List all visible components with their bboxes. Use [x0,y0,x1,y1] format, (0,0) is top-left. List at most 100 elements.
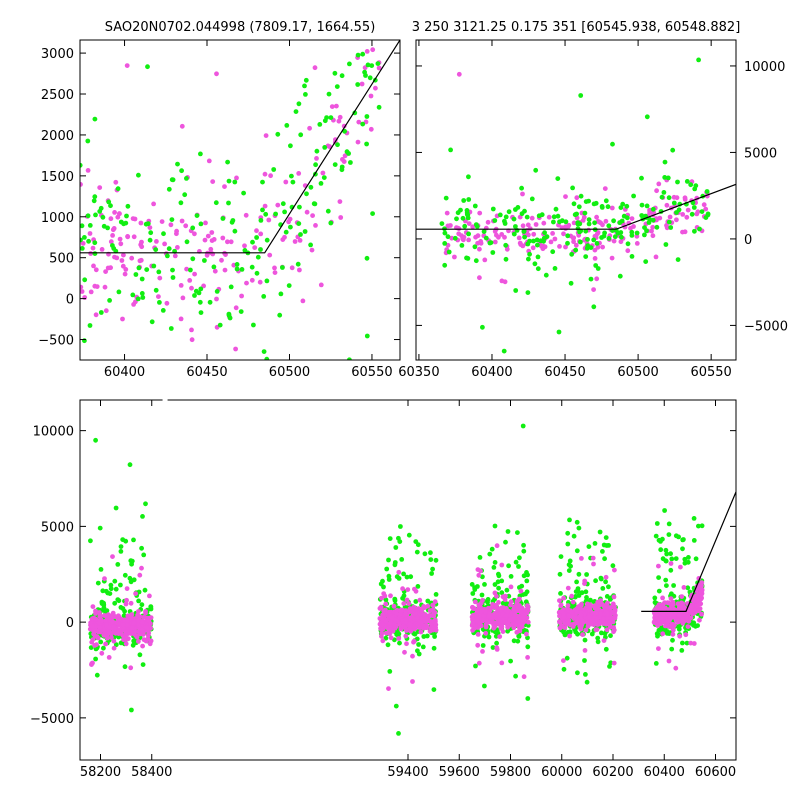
fit-line [416,183,736,230]
y-tick-label: 10000 [33,425,74,440]
green-point [522,234,527,240]
green-point [529,196,535,202]
green-point [347,357,352,360]
green-point [80,246,85,251]
green-point [502,221,508,226]
green-point [115,597,121,602]
green-point [595,639,601,645]
green-point [490,645,496,650]
green-point [490,206,496,212]
magenta-point [682,605,687,611]
magenta-point [497,634,503,639]
green-point [565,541,571,547]
magenta-point [418,629,424,635]
magenta-point [139,565,144,571]
green-point [314,148,320,154]
magenta-point [80,284,84,290]
magenta-point [254,228,259,234]
green-point [685,559,691,565]
magenta-point [631,224,636,229]
green-point [473,663,478,669]
magenta-point [376,65,382,71]
magenta-point [124,63,130,68]
magenta-point [379,616,385,622]
green-point [308,184,314,190]
magenta-point [140,632,146,637]
green-point [226,200,231,206]
magenta-point [329,104,335,109]
magenta-point [136,609,141,614]
green-point [575,220,581,226]
magenta-point [121,252,126,258]
magenta-point [580,620,586,625]
magenta-point [612,567,617,573]
magenta-point [364,10,369,15]
green-point [261,349,267,354]
magenta-point [602,186,608,192]
green-point [232,179,238,185]
green-point [414,549,420,555]
green-point [602,556,607,562]
green-point [165,253,170,259]
magenta-point [157,275,163,281]
magenta-point [178,316,184,322]
green-point [654,521,660,526]
green-point [283,229,289,235]
green-point [304,191,309,197]
green-point [460,215,466,221]
green-point [569,251,575,257]
green-point [271,167,277,172]
magenta-point [597,611,603,617]
magenta-point [122,271,128,277]
green-point [535,254,541,260]
magenta-point [482,257,488,263]
green-point [234,266,240,272]
magenta-point [629,216,635,222]
green-point [113,642,119,648]
magenta-point [585,620,590,625]
magenta-point [263,133,269,139]
green-point [364,114,370,119]
magenta-point [108,216,114,222]
magenta-point [684,214,690,220]
green-point [412,631,418,637]
magenta-point [148,621,153,627]
green-point [525,290,531,295]
green-point [302,83,307,89]
y-tick-label: 0 [66,293,74,308]
magenta-point [595,244,601,250]
magenta-point [550,231,555,236]
magenta-point [415,622,421,628]
green-point [618,205,624,211]
green-point [500,600,506,606]
magenta-point [312,65,318,71]
magenta-point [120,263,126,269]
magenta-point [533,222,539,227]
magenta-point [320,170,326,176]
magenta-point [696,608,701,614]
green-point [603,579,608,585]
magenta-point [370,47,376,53]
magenta-point [578,612,584,618]
magenta-point [511,607,516,612]
magenta-point [680,212,686,217]
green-point [565,233,571,239]
magenta-point [225,239,230,245]
magenta-point [571,621,577,627]
magenta-point [516,235,522,241]
green-point [483,235,489,241]
green-point [556,329,562,335]
magenta-point [179,123,185,129]
magenta-point [507,617,513,623]
green-point [192,293,197,298]
green-point [220,216,226,221]
magenta-point [275,202,281,208]
magenta-point [601,638,607,643]
magenta-point [258,231,264,237]
green-point [531,238,536,244]
green-point [650,206,656,212]
magenta-point [413,588,419,594]
green-point [466,231,471,237]
green-point [166,186,172,192]
magenta-point [391,621,397,627]
